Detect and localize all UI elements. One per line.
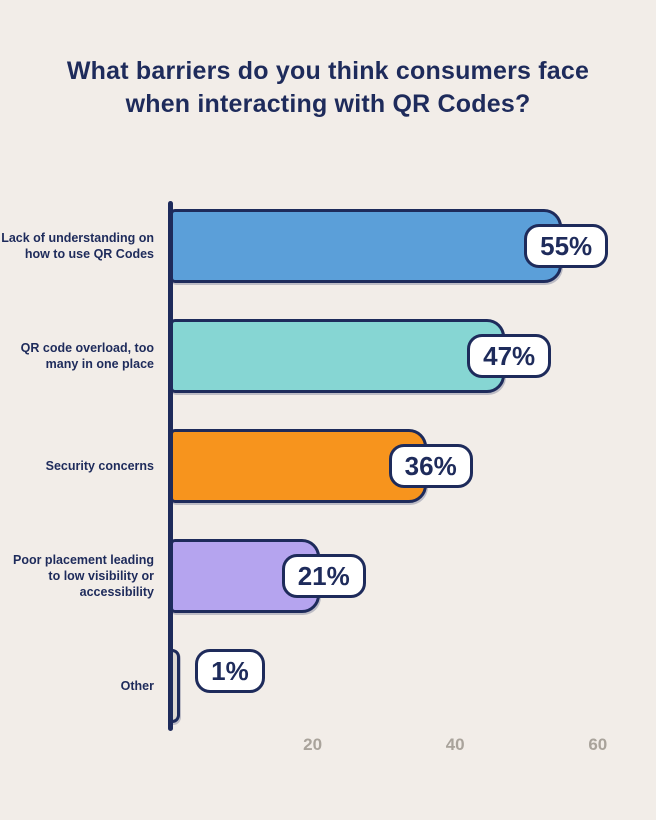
bar: [170, 649, 180, 723]
chart-title: What barriers do you think consumers fac…: [66, 57, 590, 118]
category-label: Security concerns: [45, 458, 154, 473]
bar-area: 1%: [170, 649, 656, 723]
bar: [170, 319, 506, 393]
bar-row: Lack of understanding on how to use QR C…: [0, 209, 656, 283]
value-label: 21%: [297, 560, 350, 591]
bar-area: 21%: [170, 539, 656, 613]
value-badge: 21%: [281, 554, 366, 598]
bar: [170, 429, 427, 503]
bar-rows: Lack of understanding on how to use QR C…: [0, 209, 656, 723]
value-badge: 36%: [388, 444, 473, 488]
bar-row: Other 1%: [0, 649, 656, 723]
bar-row: Poor placement leading to low visibility…: [0, 539, 656, 613]
bar-row: Security concerns 36%: [0, 429, 656, 503]
value-label: 36%: [404, 450, 457, 481]
category-label: QR code overload, too many in one place: [20, 340, 154, 371]
value-badge: 47%: [467, 334, 552, 378]
bar-area: 47%: [170, 319, 656, 393]
bar-area: 55%: [170, 209, 656, 283]
value-label: 1%: [211, 655, 249, 686]
category-label: Lack of understanding on how to use QR C…: [1, 230, 154, 261]
x-tick-label: 60: [588, 735, 608, 754]
x-axis-ticks: 20 40 60: [170, 735, 656, 769]
x-tick-label: 40: [445, 735, 465, 754]
value-label: 47%: [483, 340, 536, 371]
category-label: Poor placement leading to low visibility…: [12, 552, 154, 600]
bar-row: QR code overload, too many in one place …: [0, 319, 656, 393]
value-badge: 1%: [195, 649, 265, 694]
value-label: 55%: [540, 230, 593, 261]
bar: [170, 209, 563, 283]
value-badge: 55%: [524, 224, 609, 268]
bar-chart: Lack of understanding on how to use QR C…: [0, 201, 656, 769]
bar-area: 36%: [170, 429, 656, 503]
category-label: Other: [120, 678, 154, 693]
x-tick-label: 20: [303, 735, 323, 754]
